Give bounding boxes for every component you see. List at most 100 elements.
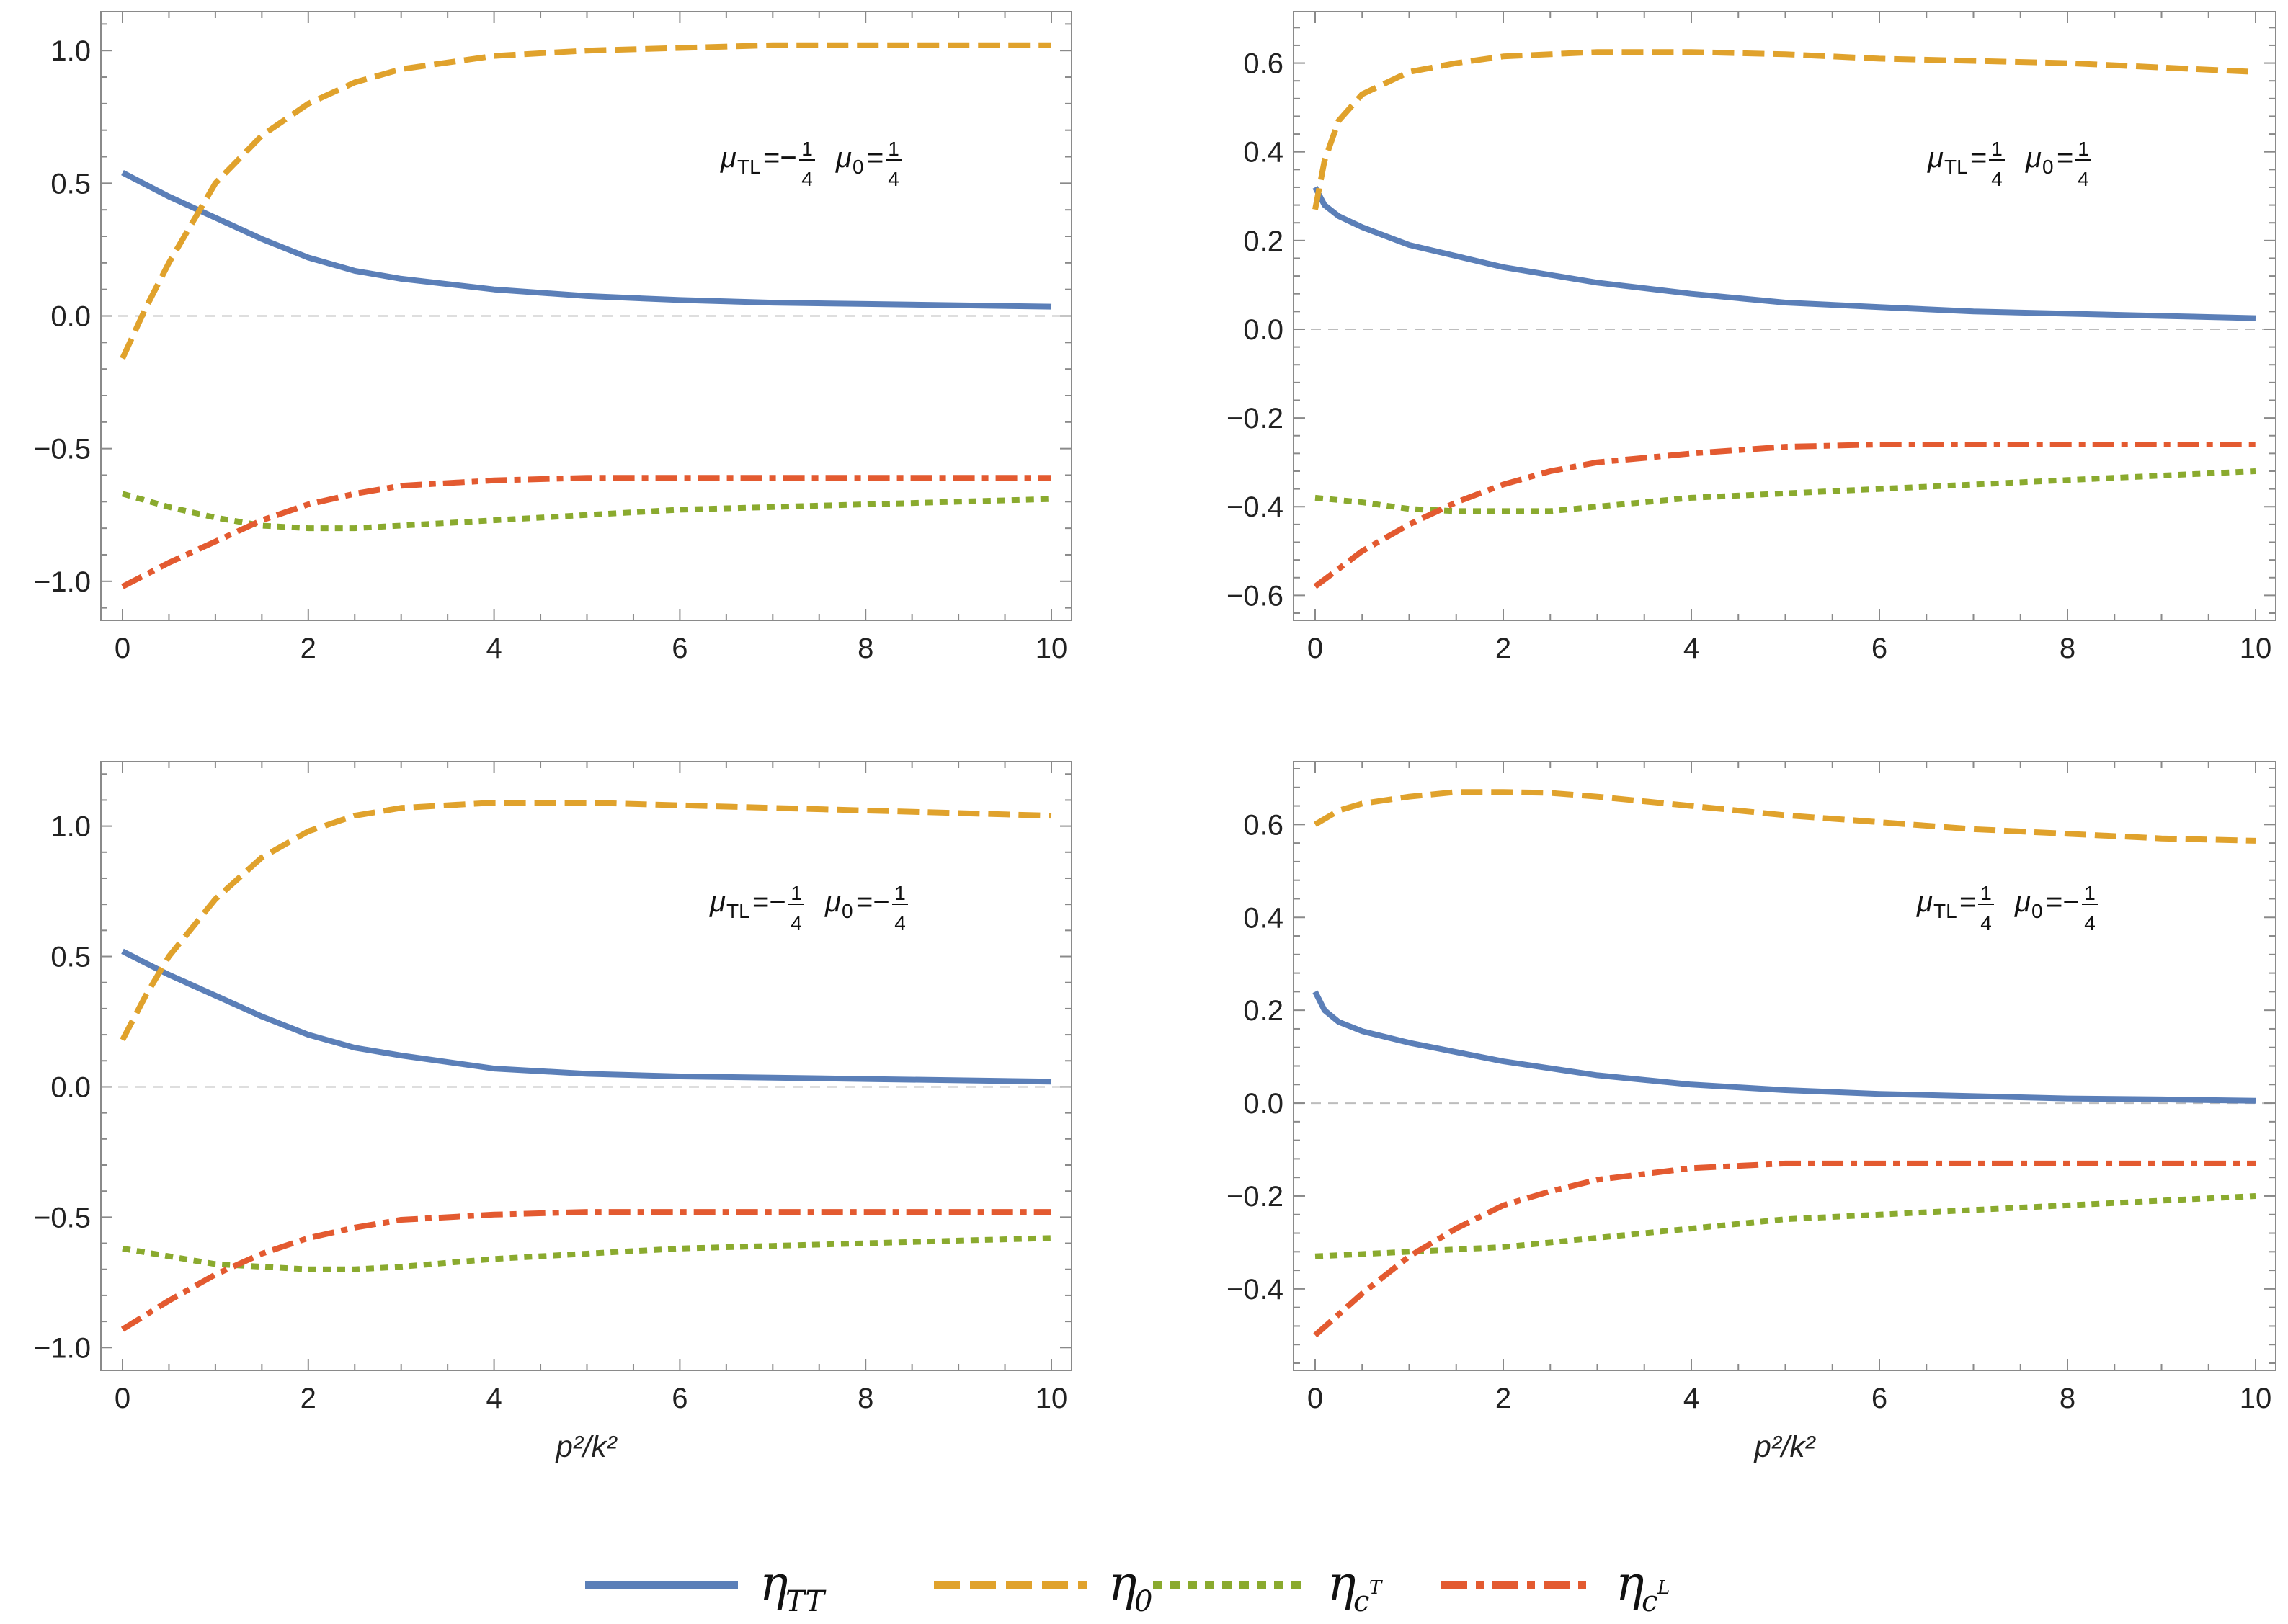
param-label: μ TL =− 14μ 0 = 14 <box>720 138 902 190</box>
svg-text:1: 1 <box>2084 882 2096 904</box>
legend-label: η <box>760 1556 788 1611</box>
legend-subscript: c <box>1353 1585 1369 1618</box>
param-label: μ TL = 14μ 0 =− 14 <box>1916 882 2098 934</box>
y-tick-label: 0.4 <box>1243 902 1283 934</box>
y-tick-label: −0.6 <box>1227 580 1283 612</box>
svg-text:0: 0 <box>842 900 853 922</box>
series-line-eta-0 <box>1313 789 2256 844</box>
legend-item-eta-TT: ηTT <box>585 1556 827 1618</box>
svg-text:μ: μ <box>720 142 736 174</box>
x-tick-label: 4 <box>486 1383 502 1414</box>
series-line-eta-cL <box>120 1209 1051 1332</box>
y-tick-label: 0.2 <box>1243 226 1283 257</box>
x-tick-label: 2 <box>1495 1383 1511 1414</box>
series-line-eta-TT <box>121 170 1052 310</box>
svg-text:1: 1 <box>1991 138 2003 160</box>
legend-subscript: TT <box>785 1585 827 1618</box>
svg-text:=−: =− <box>763 142 797 174</box>
svg-text:=−: =− <box>752 886 786 918</box>
x-tick-label: 8 <box>2060 1383 2075 1414</box>
y-tick-label: −0.4 <box>1227 491 1283 523</box>
svg-text:1: 1 <box>791 882 802 904</box>
x-tick-label: 4 <box>486 633 502 664</box>
legend-label: η <box>1616 1556 1644 1611</box>
y-tick-label: 0.5 <box>50 942 91 973</box>
svg-text:4: 4 <box>2078 168 2089 190</box>
y-tick-label: 0.0 <box>1243 1088 1283 1120</box>
x-tick-label: 0 <box>115 1383 130 1414</box>
x-tick-label: 6 <box>1871 633 1887 664</box>
series-line-eta-TT <box>1312 990 2256 1104</box>
panel-top-right: 0 2 4 6 8 10−0.6−0.4−0.20.00.20.40.6μ TL = 14μ 0 =… <box>1227 11 2276 664</box>
svg-text:μ: μ <box>2014 886 2031 918</box>
svg-text:0: 0 <box>853 156 864 178</box>
svg-text:TL: TL <box>726 900 750 922</box>
x-tick-label: 2 <box>301 1383 316 1414</box>
x-tick-label: 8 <box>858 633 873 664</box>
svg-text:μ: μ <box>824 886 841 918</box>
y-tick-label: 0.4 <box>1243 137 1283 169</box>
y-tick-label: 1.0 <box>50 35 91 67</box>
x-tick-label: 0 <box>1307 1383 1323 1414</box>
legend-item-eta-cT: ηc T <box>1153 1556 1383 1618</box>
series-line-eta-TT <box>1312 186 2256 321</box>
svg-text:=−: =− <box>856 886 890 918</box>
series-line-eta-cT <box>1314 468 2256 514</box>
x-axis-label: p²/k² <box>1753 1429 1817 1463</box>
svg-text:=: = <box>2057 142 2073 174</box>
x-tick-label: 0 <box>115 633 130 664</box>
y-tick-label: 0.2 <box>1243 995 1283 1027</box>
series-line-eta-cL <box>121 475 1051 589</box>
y-tick-label: −0.5 <box>34 434 91 465</box>
series-line-eta-0 <box>120 42 1051 360</box>
panel-bottom-right: 0 2 4 6 8 10−0.4−0.20.00.20.40.6μ TL = 14μ 0 =− 14p… <box>1227 761 2276 1463</box>
legend-subscript: 0 <box>1134 1585 1152 1618</box>
y-tick-label: −1.0 <box>34 1332 91 1364</box>
y-tick-label: 0.6 <box>1243 48 1283 80</box>
svg-text:TL: TL <box>737 156 761 178</box>
y-tick-label: 0.0 <box>1243 314 1283 346</box>
x-tick-label: 6 <box>672 1383 687 1414</box>
legend-item-eta-cL: ηc L <box>1441 1556 1670 1618</box>
svg-text:μ: μ <box>835 142 852 174</box>
svg-text:=: = <box>1970 142 1987 174</box>
svg-text:=: = <box>867 142 883 174</box>
svg-text:1: 1 <box>888 138 899 160</box>
plot-frame <box>100 761 1072 1371</box>
series-line-eta-0 <box>120 800 1052 1042</box>
svg-text:4: 4 <box>2084 912 2096 934</box>
x-tick-label: 10 <box>1036 633 1068 664</box>
x-tick-label: 6 <box>1871 1383 1887 1414</box>
series-line-eta-TT <box>121 948 1052 1085</box>
param-label: μ TL =− 14μ 0 =− 14 <box>709 882 908 934</box>
series-line-eta-cT <box>121 491 1052 532</box>
x-axis-label: p²/k² <box>555 1429 618 1463</box>
legend-label: η <box>1108 1556 1137 1611</box>
y-tick-label: 1.0 <box>50 811 91 843</box>
svg-text:0: 0 <box>2042 156 2054 178</box>
series-line-eta-cT <box>122 1235 1052 1272</box>
svg-text:4: 4 <box>894 912 906 934</box>
svg-text:1: 1 <box>801 138 813 160</box>
svg-text:4: 4 <box>1991 168 2003 190</box>
svg-text:1: 1 <box>1980 882 1992 904</box>
x-tick-label: 8 <box>858 1383 873 1414</box>
svg-text:4: 4 <box>801 168 813 190</box>
svg-text:μ: μ <box>1916 886 1933 918</box>
legend-superscript: T <box>1369 1577 1383 1599</box>
y-tick-label: 0.5 <box>50 168 91 200</box>
panel-bottom-left: 0 2 4 6 8 10−1.0−0.50.00.51.0μ TL =− 14μ 0 =− 14p²/… <box>34 761 1072 1463</box>
svg-text:1: 1 <box>2078 138 2089 160</box>
svg-text:μ: μ <box>1927 142 1944 174</box>
svg-text:=−: =− <box>2046 886 2080 918</box>
x-tick-label: 8 <box>2060 633 2075 664</box>
x-tick-label: 10 <box>1036 1383 1068 1414</box>
series-line-eta-0 <box>1312 49 2256 210</box>
svg-text:4: 4 <box>791 912 802 934</box>
y-tick-label: −0.4 <box>1227 1274 1283 1306</box>
x-tick-label: 6 <box>672 633 687 664</box>
y-tick-label: 0.0 <box>50 301 91 333</box>
y-tick-label: 0.0 <box>50 1071 91 1103</box>
panel-top-left: 0 2 4 6 8 10−1.0−0.50.00.51.0μ TL =− 14μ 0 = 14 <box>34 11 1072 664</box>
svg-text:4: 4 <box>888 168 899 190</box>
